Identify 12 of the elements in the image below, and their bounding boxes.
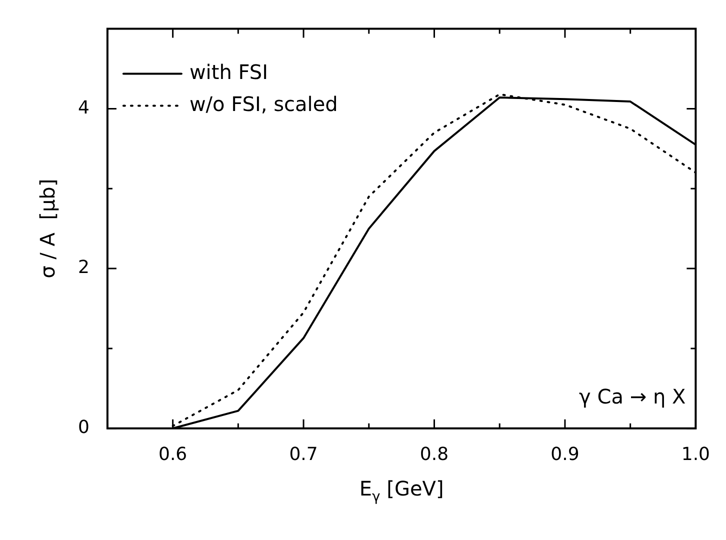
x-tick-label: 1.0 bbox=[681, 444, 710, 465]
y-tick-label: 2 bbox=[78, 257, 90, 278]
legend-label: w/o FSI, scaled bbox=[189, 92, 338, 116]
x-tick-label: 0.7 bbox=[289, 444, 318, 465]
y-axis-title: σ / A [μb] bbox=[36, 178, 60, 278]
y-tick-label: 4 bbox=[78, 97, 90, 118]
legend-label: with FSI bbox=[189, 60, 268, 84]
annotation: γ Ca → η X bbox=[579, 384, 686, 409]
x-tick-label: 0.9 bbox=[550, 444, 580, 465]
y-tick-label: 0 bbox=[78, 417, 90, 438]
x-tick-label: 0.8 bbox=[420, 444, 449, 465]
x-tick-label: 0.6 bbox=[158, 444, 188, 465]
